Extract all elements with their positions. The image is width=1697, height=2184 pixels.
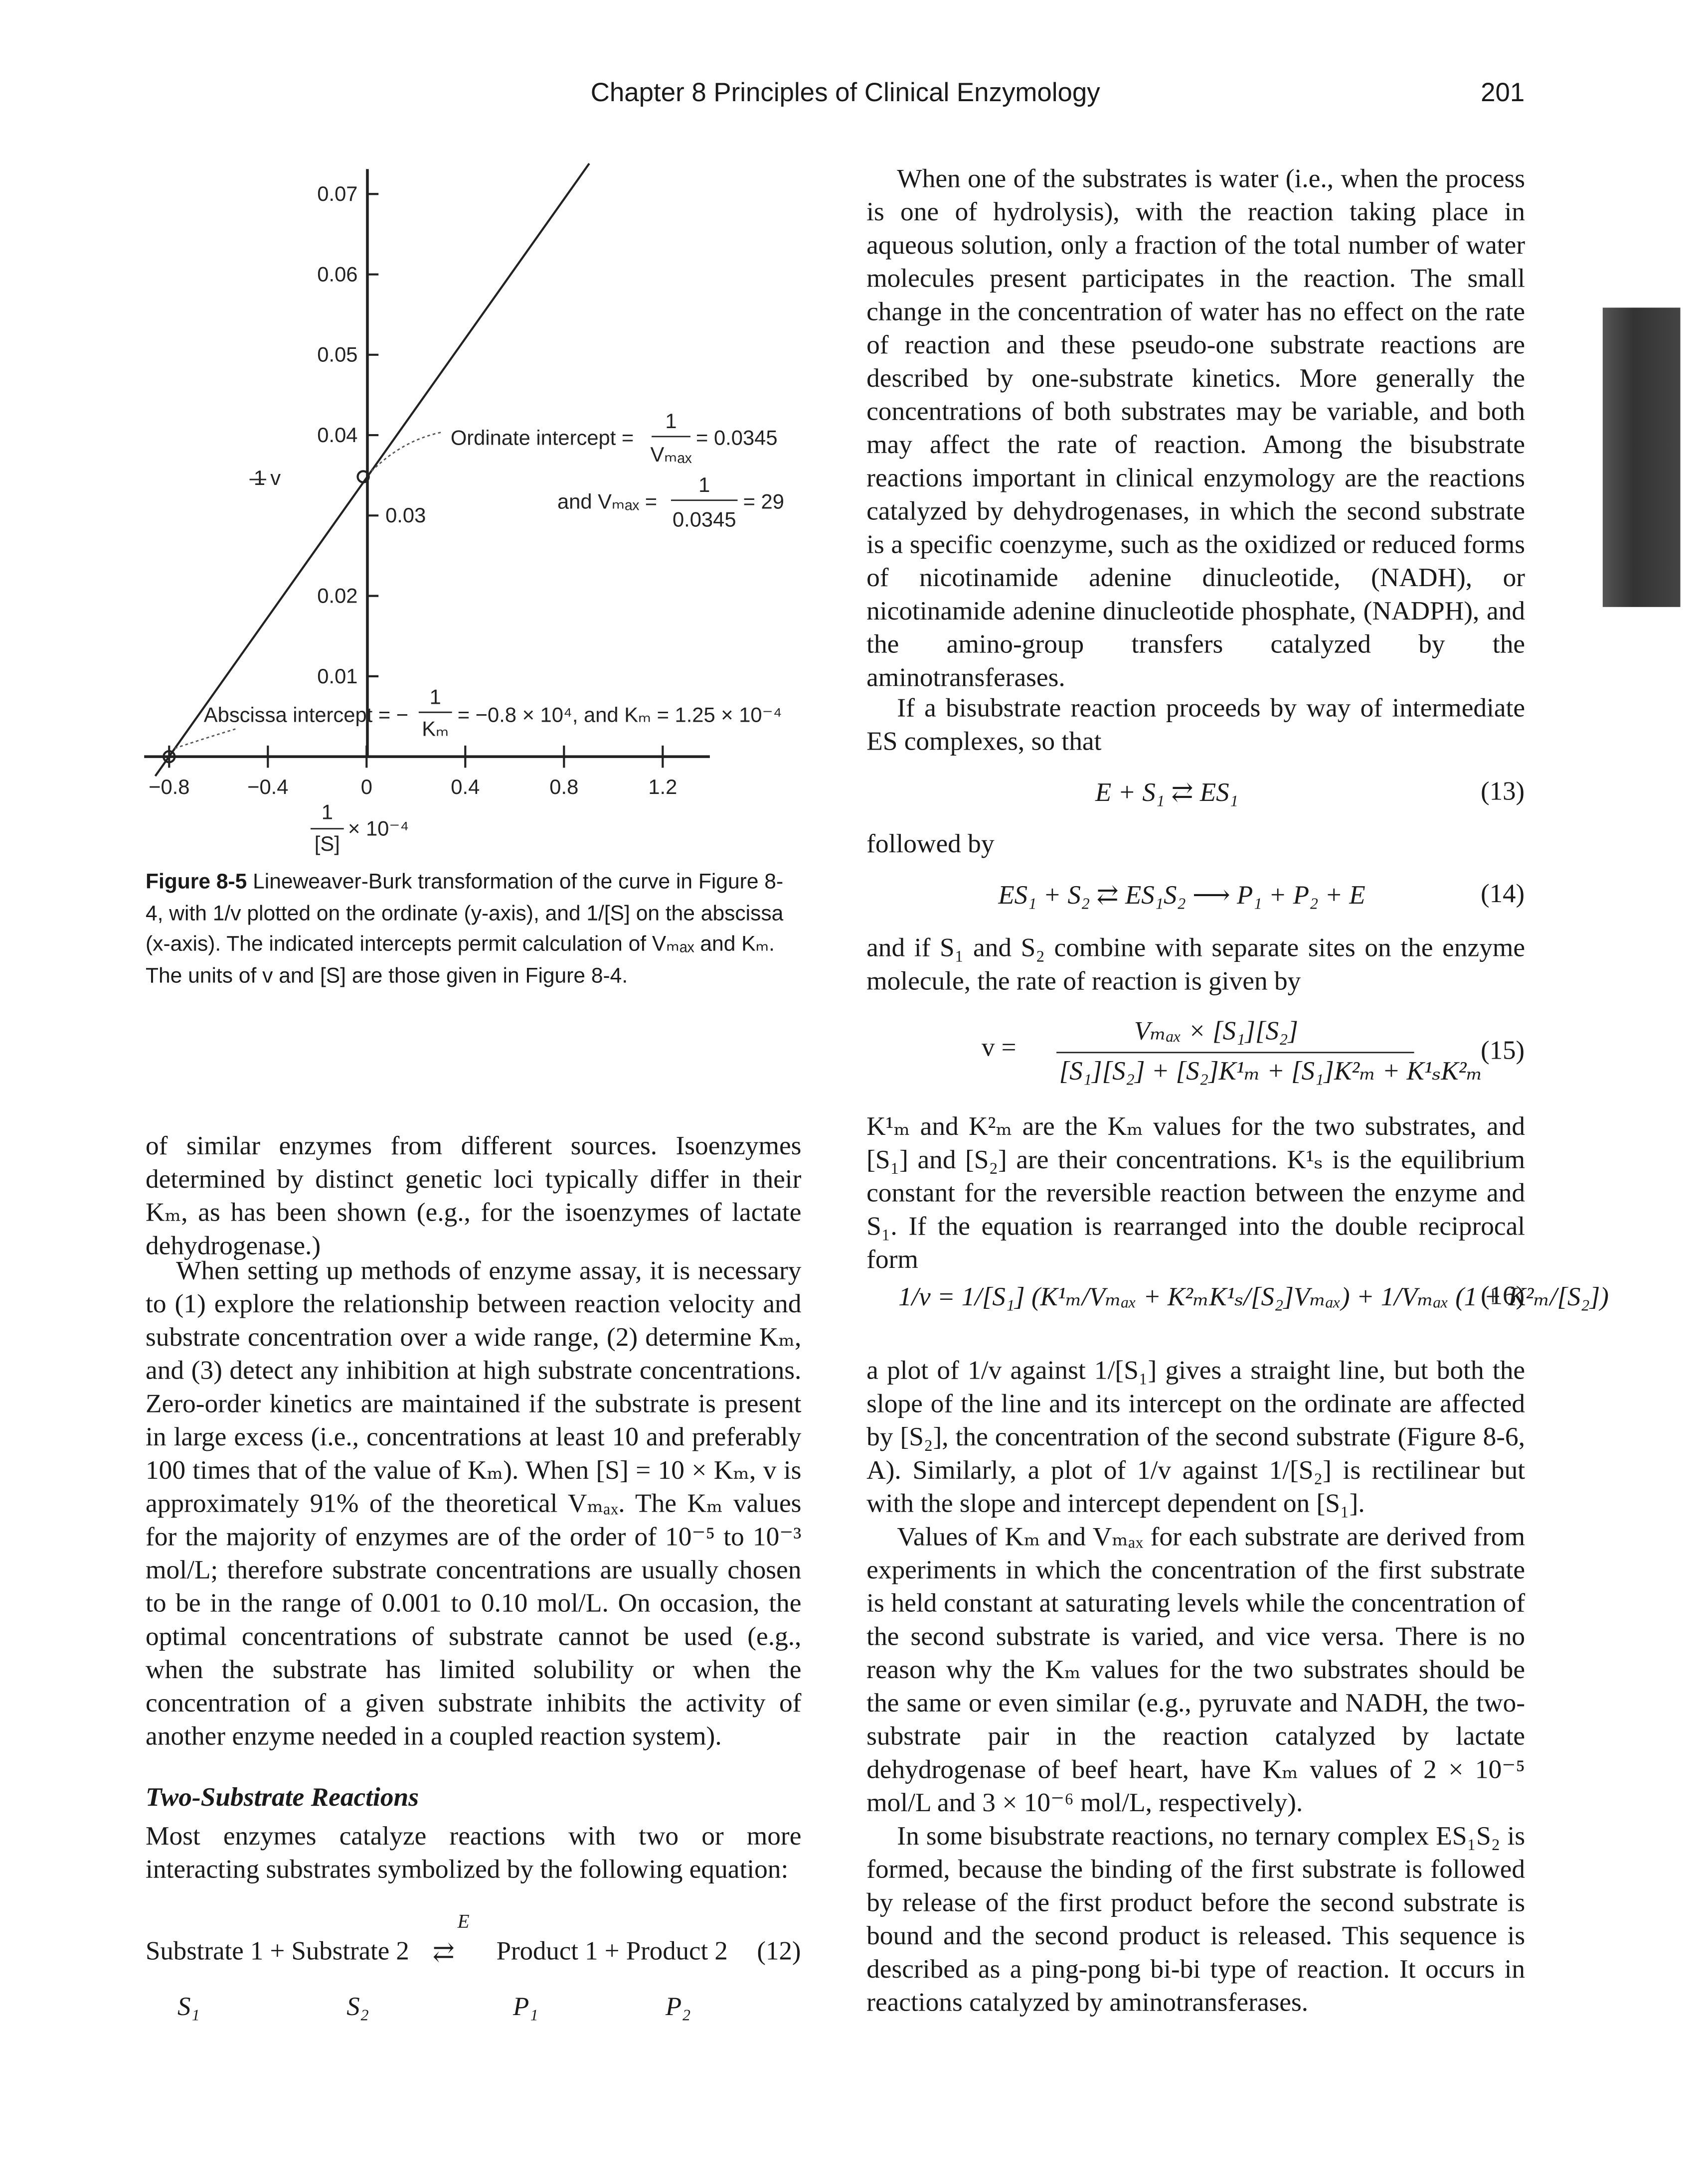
equation-denominator: [S₁][S₂] + [S₂]K¹ₘ + [S₁]K²ₘ + K¹ₛK²ₘ	[1059, 1057, 1483, 1087]
annotation: 0.0345	[673, 508, 736, 531]
annotation: 1	[665, 409, 677, 433]
x-tick-label: 0	[361, 775, 372, 798]
x-tick-label: −0.8	[149, 775, 189, 798]
y-tick-label: 0.05	[317, 343, 357, 366]
equation-symbol: S₁	[177, 1993, 200, 2022]
y-axis-label: 1	[254, 466, 265, 489]
x-tick-label: 1.2	[648, 775, 677, 798]
paragraph: If a bisubstrate reaction proceeds by wa…	[866, 694, 1526, 757]
equation-numerator: Vₘₐₓ × [S₁][S₂]	[1134, 1017, 1298, 1047]
paragraph: When setting up methods of enzyme assay,…	[146, 1256, 802, 1752]
paragraph: and if S₁ and S₂ combine with separate s…	[866, 934, 1526, 997]
x-axis-label: [S]	[315, 832, 340, 855]
y-axis-label: v	[270, 466, 281, 489]
annotation: Vₘₐₓ	[651, 443, 692, 466]
paragraph: a plot of 1/v against 1/[S₁] gives a str…	[866, 1357, 1526, 1519]
annotation: = 0.0345	[696, 426, 778, 450]
equation: v =	[981, 1034, 1017, 1063]
x-tick-label: −0.4	[247, 775, 288, 798]
paragraph: of similar enzymes from different source…	[146, 1132, 802, 1261]
equation-number: (13)	[1481, 777, 1525, 807]
fraction-bar	[1056, 1052, 1414, 1054]
equation: E + S₁ ⇄ ES₁	[1095, 779, 1238, 808]
paragraph: K¹ₘ and K²ₘ are the Kₘ values for the tw…	[866, 1112, 1526, 1275]
x-axis-label: × 10⁻⁴	[348, 817, 409, 840]
annotation: 1	[430, 685, 441, 708]
equation-number: (16)	[1481, 1281, 1525, 1311]
y-tick-label: 0.07	[317, 182, 357, 205]
annotation: Ordinate intercept =	[451, 426, 634, 450]
paragraph: In some bisubstrate reactions, no ternar…	[866, 1822, 1526, 2018]
y-tick-label: 0.01	[317, 664, 357, 688]
equation-number: (15)	[1481, 1036, 1525, 1066]
equation-symbol: P₁	[512, 1993, 538, 2022]
caption-text: Lineweaver-Burk transformation of the cu…	[146, 870, 784, 988]
equation-symbol: S₂	[346, 1993, 369, 2022]
equation: 1/v = 1/[S₁] (K¹ₘ/Vₘₐₓ + K²ₘK¹ₛ/[S₂]Vₘₐₓ…	[898, 1283, 1609, 1313]
paragraph: When one of the substrates is water (i.e…	[866, 164, 1526, 693]
annotation: Abscissa intercept = −	[204, 703, 408, 727]
leader-line	[174, 728, 236, 749]
running-head: Chapter 8 Principles of Clinical Enzymol…	[590, 79, 1100, 108]
paragraph: Most enzymes catalyze reactions with two…	[146, 1822, 802, 1885]
equation-catalyst: E	[457, 1912, 470, 1933]
section-heading: Two-Substrate Reactions	[146, 1783, 419, 1813]
equation-number: (12)	[757, 1937, 801, 1967]
x-tick-label: 0.4	[451, 775, 480, 798]
figure-caption: Figure 8-5 Lineweaver-Burk transformatio…	[146, 868, 795, 992]
equation-number: (14)	[1481, 880, 1525, 910]
annotation: Kₘ	[422, 717, 449, 740]
y-tick-label: 0.03	[385, 503, 426, 527]
annotation: 1	[698, 473, 710, 496]
equation-arrow: ⇄	[432, 1938, 455, 1968]
page-number: 201	[1481, 79, 1525, 108]
annotation: = 29	[743, 489, 784, 513]
thumb-tab	[1602, 308, 1681, 607]
equation: ES₁ + S₂ ⇄ ES₁S₂ ⟶ P₁ + P₂ + E	[998, 881, 1365, 911]
equation: Substrate 1 + Substrate 2	[146, 1937, 409, 1967]
tick-group: 0.07 0.06 0.05 0.04 0.03 0.02 0.01 −0.8 −0.4 0 0.4…	[149, 182, 677, 798]
paragraph: followed by	[866, 830, 995, 859]
equation-symbol: P₂	[665, 1993, 691, 2022]
paragraph: Values of Kₘ and Vₘₐₓ for each substrate…	[866, 1523, 1526, 1819]
annotation: and Vₘₐₓ =	[557, 489, 657, 513]
equation: Product 1 + Product 2	[496, 1937, 728, 1967]
figure-plot: 0.07 0.06 0.05 0.04 0.03 0.02 0.01 −0.8 −0.4 0 0.4…	[144, 162, 784, 855]
y-tick-label: 0.06	[317, 262, 357, 286]
ordinate-intercept-marker	[356, 470, 370, 483]
x-tick-label: 0.8	[549, 775, 578, 798]
y-tick-label: 0.02	[317, 584, 357, 608]
annotation: = −0.8 × 10⁴, and Kₘ = 1.25 × 10⁻⁴	[458, 703, 782, 727]
x-axis-label: 1	[322, 800, 333, 823]
leader-line	[371, 432, 441, 472]
caption-label: Figure 8-5	[146, 870, 247, 894]
y-tick-label: 0.04	[317, 423, 357, 447]
